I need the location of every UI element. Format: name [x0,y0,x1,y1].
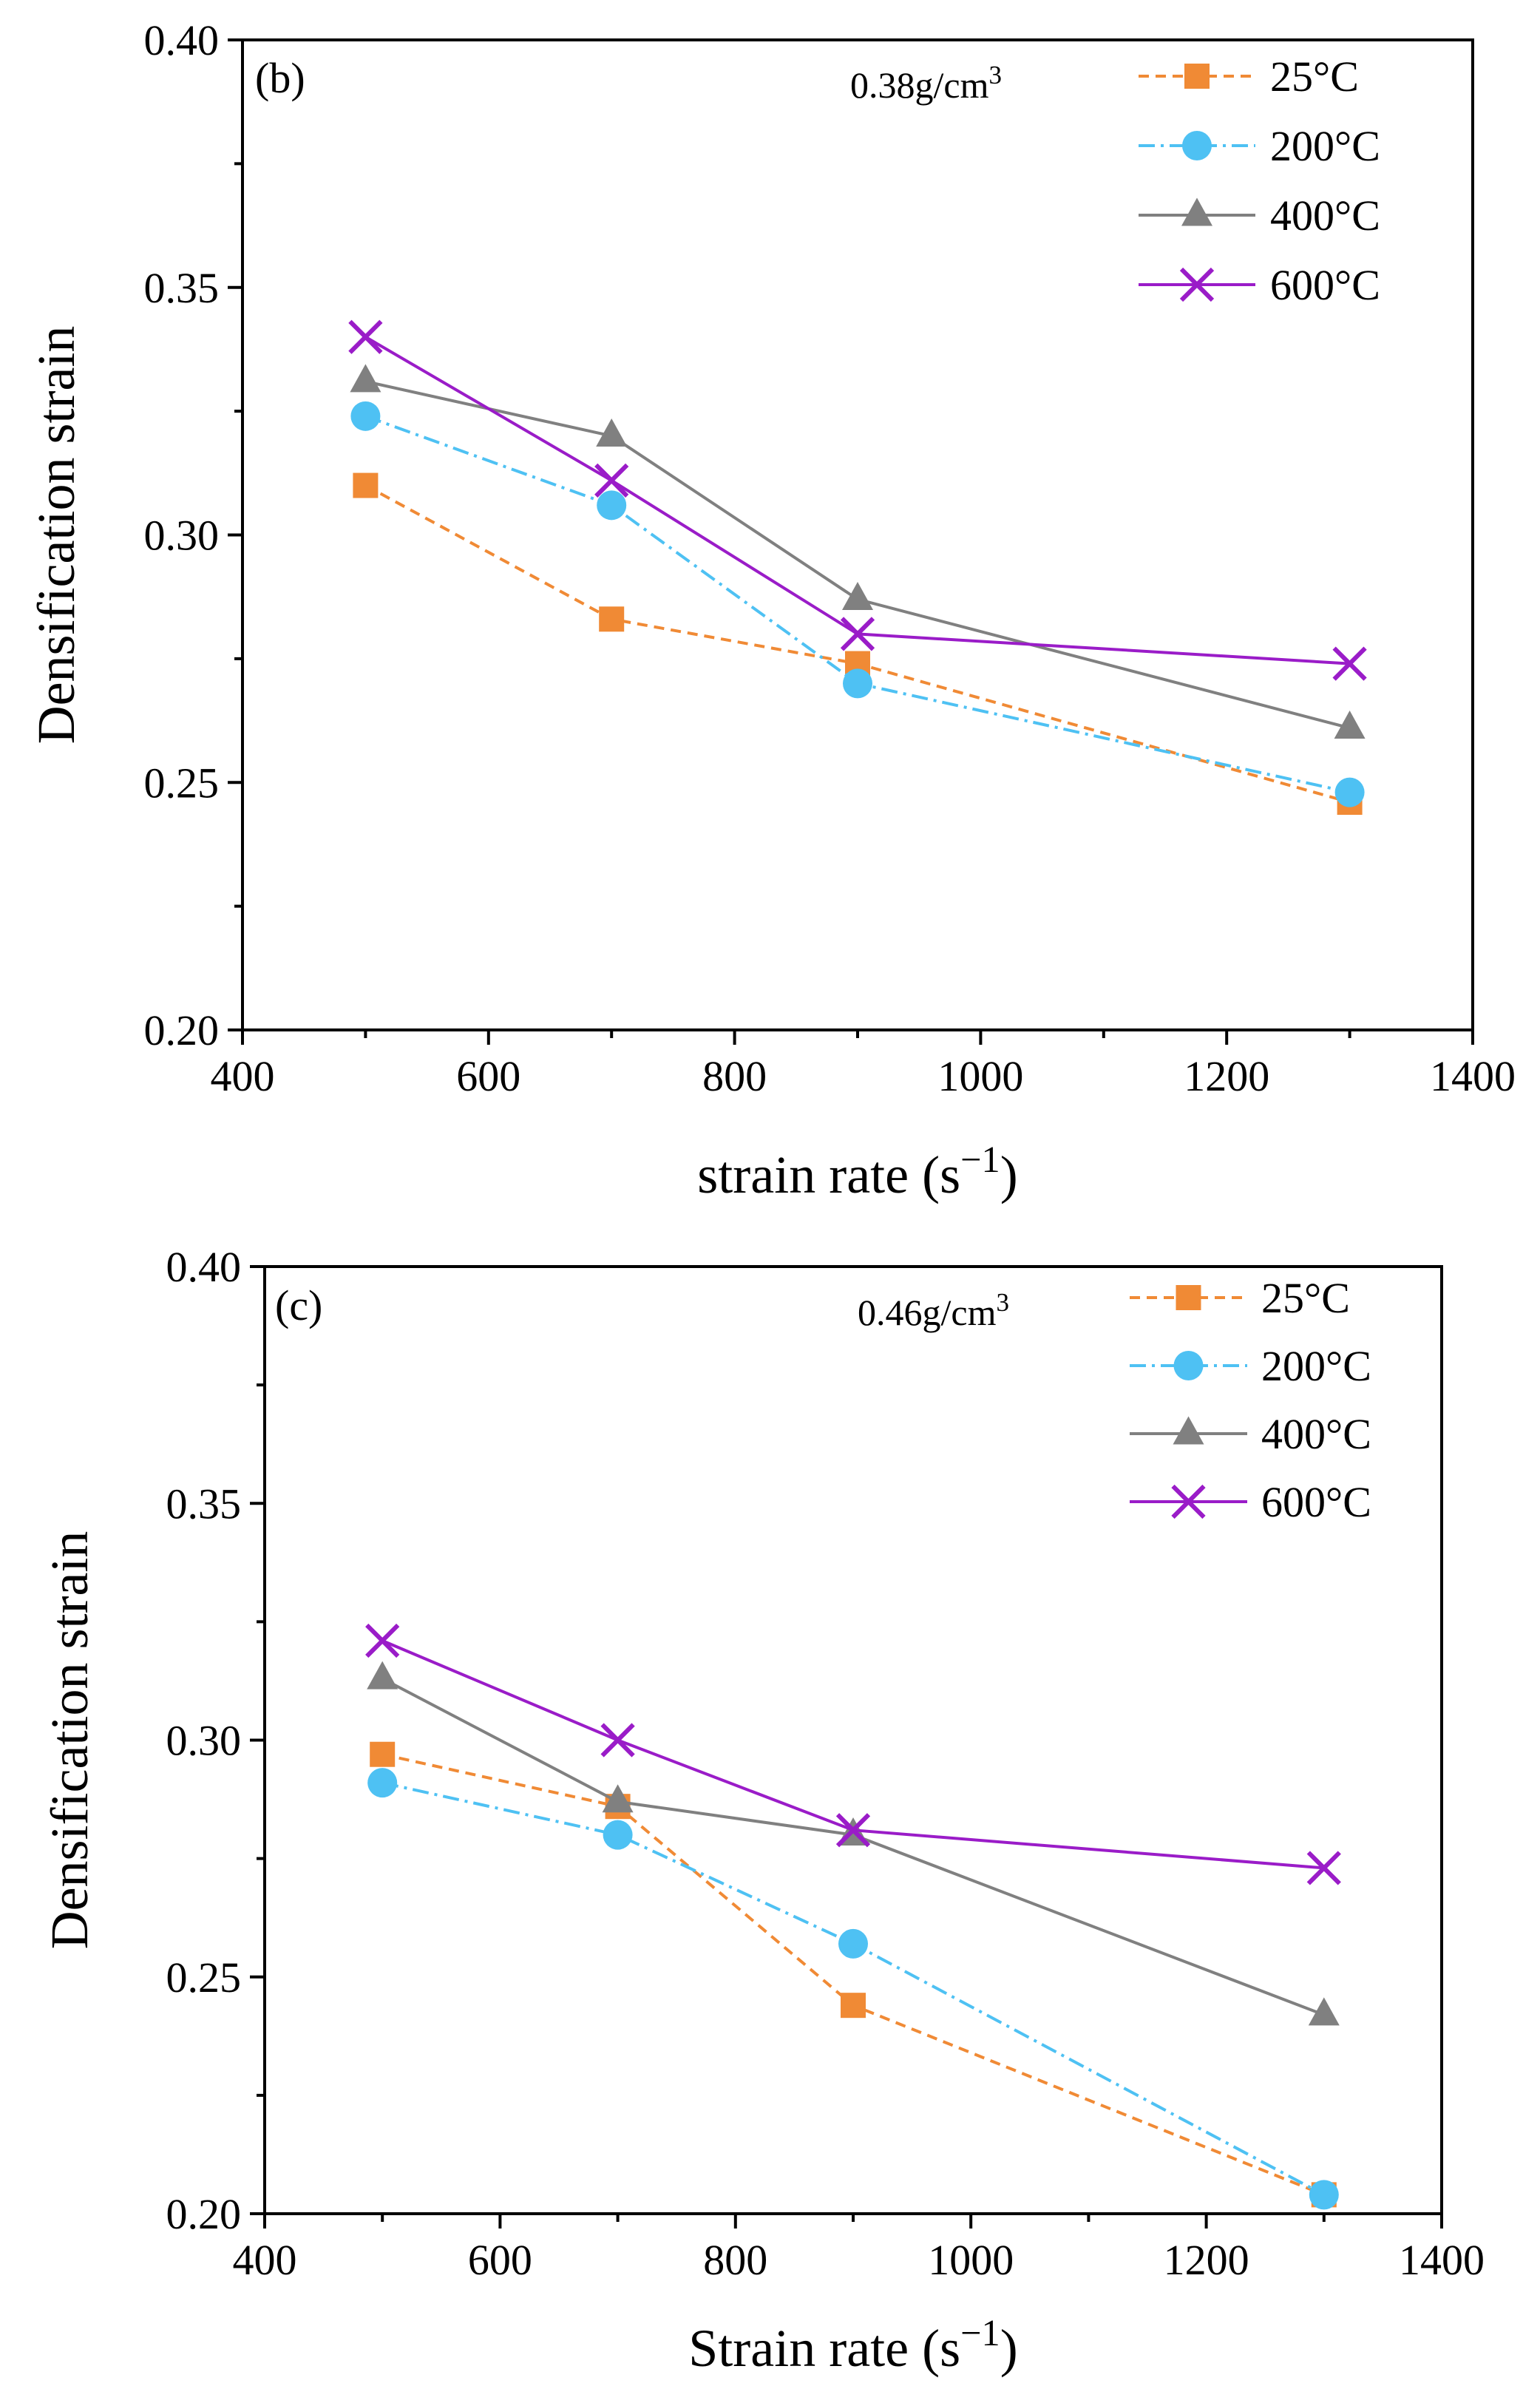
x-tick-label: 800 [702,1052,767,1100]
legend: 25°C 200°C 400°C 600°C [1130,1274,1371,1526]
legend-label-25: 25°C [1261,1274,1350,1322]
series-line-400 [381,1677,1325,2016]
data-point-400 [842,581,873,610]
data-point-400 [602,1784,634,1813]
plot-frame [241,38,1474,1031]
y-tick-label: 0.30 [144,512,220,560]
y-axis-title: Densification strain [27,326,86,745]
data-point-600 [835,1813,871,1848]
chart-panel-c: 400 600 800 1000 1200 1400 0.20 0.25 0.30 0.35 0.4… [40,1243,1485,2378]
x-tick-label: 1000 [928,2236,1014,2284]
density-annotation: 0.38g/cm3 [850,61,1002,106]
data-point-400 [367,1661,398,1689]
y-tick-label: 0.35 [144,264,220,312]
series-line-25 [381,1752,1325,2197]
legend-marker-400 [1181,197,1212,226]
panel-label: (b) [255,54,305,102]
x-tick-label: 800 [703,2236,767,2284]
legend-marker-600 [1171,1484,1206,1519]
data-point-25 [599,606,625,632]
legend-label-600: 600°C [1270,261,1380,309]
data-point-400 [350,364,381,393]
data-point-200 [1334,777,1365,807]
data-point-25 [353,472,379,498]
x-tick-label: 600 [468,2236,532,2284]
panel-label: (c) [275,1281,322,1329]
data-point-200 [350,401,381,431]
x-tick-label: 1400 [1399,2236,1485,2284]
y-tick-label: 0.25 [166,1953,242,2002]
chart-panel-b: 400 600 800 1000 1200 1400 0.20 0.25 0.30 0.35 0.4… [27,16,1516,1204]
data-point-200 [597,490,627,521]
y-tick-label: 0.40 [166,1243,242,1291]
legend-marker-200 [1182,131,1212,160]
legend-marker-600 [1179,267,1215,302]
x-axis-title: Strain rate (s−1) [688,2312,1017,2378]
data-point-200 [603,1820,633,1850]
y-tick-label: 0.35 [166,1480,242,1528]
data-point-600 [600,1723,635,1758]
x-tick-label: 400 [233,2236,297,2284]
data-point-200 [1309,2180,1339,2210]
x-tick-label: 600 [456,1052,520,1100]
y-tick-label: 0.25 [144,759,220,807]
data-point-200 [367,1768,398,1798]
legend-marker-25 [1184,64,1210,89]
series-line-600 [364,335,1350,665]
legend-marker-400 [1173,1416,1204,1445]
series-line-600 [381,1639,1324,1870]
x-tick-label: 1200 [1164,2236,1249,2284]
legend-label-600: 600°C [1261,1478,1371,1526]
data-point-400 [1308,1997,1340,2026]
x-tick-label: 1400 [1430,1052,1516,1100]
legend: 25°C 200°C 400°C 600°C [1139,52,1380,309]
series-line-200 [364,414,1351,794]
data-point-25 [841,1993,866,2019]
y-tick-label: 0.40 [144,16,220,64]
data-point-25 [370,1741,396,1767]
x-tick-label: 1000 [937,1052,1023,1100]
data-point-400 [596,418,628,447]
data-point-600 [594,463,629,498]
y-tick-label: 0.20 [166,2190,242,2238]
data-point-200 [838,1928,868,1959]
legend-marker-25 [1176,1285,1201,1310]
data-point-600 [348,319,383,354]
legend-marker-200 [1173,1351,1204,1380]
data-point-400 [1334,711,1366,739]
data-point-600 [365,1623,400,1658]
legend-label-25: 25°C [1270,52,1359,101]
series-line-25 [364,484,1351,804]
x-axis-title: strain rate (s−1) [697,1139,1017,1204]
plot-frame [263,1265,1443,2215]
legend-label-200: 200°C [1261,1342,1371,1390]
data-point-600 [840,617,875,651]
y-tick-label: 0.30 [166,1717,242,1765]
x-tick-label: 400 [211,1052,275,1100]
legend-label-400: 400°C [1261,1410,1371,1458]
y-axis-title: Densification strain [40,1531,99,1950]
x-tick-label: 1200 [1184,1052,1269,1100]
data-point-600 [1332,646,1367,681]
data-point-200 [843,668,872,699]
legend-label-200: 200°C [1270,122,1380,170]
density-annotation: 0.46g/cm3 [858,1288,1009,1334]
y-tick-label: 0.20 [144,1006,220,1054]
data-point-600 [1306,1851,1341,1885]
legend-label-400: 400°C [1270,192,1380,240]
